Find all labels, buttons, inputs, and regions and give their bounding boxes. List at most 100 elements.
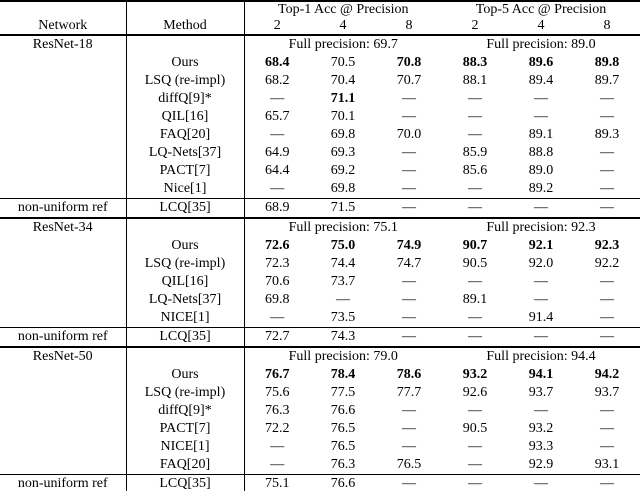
col-header-precision: 8 xyxy=(574,18,640,36)
col-header-network: Network xyxy=(0,18,126,36)
value-cell: 90.5 xyxy=(462,421,488,436)
value-cell: — xyxy=(243,90,310,108)
value-cell: 92.1 xyxy=(528,238,554,253)
header-row: Network Method 2 4 8 2 4 8 xyxy=(0,18,640,36)
value-cell: — xyxy=(508,198,575,219)
full-precision-top1: Full precision: 75.1 xyxy=(243,218,443,237)
value-cell: 89.7 xyxy=(594,73,620,88)
value-cell: 94.1 xyxy=(528,367,554,382)
method-cell: LSQ (re-impl) xyxy=(125,255,244,273)
network-cell xyxy=(0,108,126,126)
value-cell: 91.4 xyxy=(528,310,554,325)
value-cell: — xyxy=(600,403,615,418)
method-row: LSQ (re-impl) 75.6 77.5 77.7 92.6 93.7 93.7 xyxy=(0,384,640,402)
value-cell: 89.3 xyxy=(594,127,620,142)
col-header-precision: 2 xyxy=(243,18,310,36)
value-cell: — xyxy=(600,109,615,124)
method-cell: Nice[1] xyxy=(125,180,244,199)
value-cell: — xyxy=(402,91,417,106)
network-cell: ResNet-34 xyxy=(32,220,93,235)
full-precision-top1: Full precision: 69.7 xyxy=(243,35,443,54)
value-cell: 76.3 xyxy=(243,402,310,420)
value-cell: 89.2 xyxy=(528,181,554,196)
value-cell: 69.8 xyxy=(330,127,356,142)
network-cell xyxy=(0,255,126,273)
value-cell: 92.2 xyxy=(594,256,620,271)
value-cell: 92.9 xyxy=(528,457,554,472)
method-row: diffQ[9]* —71.1— — — — xyxy=(0,90,640,108)
value-cell: 90.5 xyxy=(462,256,488,271)
non-uniform-ref-row: non-uniform ref LCQ[35] 72.7 74.3— — — — xyxy=(0,327,640,348)
full-precision-row: ResNet-50 Full precision: 79.0 Full precis… xyxy=(0,347,640,366)
value-cell: — xyxy=(574,198,640,219)
value-cell: — xyxy=(600,292,615,307)
value-cell: 93.1 xyxy=(594,457,620,472)
value-cell: 77.7 xyxy=(396,385,422,400)
value-cell: — xyxy=(600,163,615,178)
value-cell: 74.7 xyxy=(396,256,422,271)
network-cell xyxy=(0,180,126,199)
method-cell: LQ-Nets[37] xyxy=(125,144,244,162)
method-cell: PACT[7] xyxy=(125,420,244,438)
value-cell: 68.2 xyxy=(243,72,310,90)
network-cell xyxy=(0,309,126,328)
value-cell: — xyxy=(600,439,615,454)
value-cell: 69.8 xyxy=(330,181,356,196)
value-cell: — xyxy=(468,181,483,196)
method-cell: NICE[1] xyxy=(125,438,244,456)
method-row: LSQ (re-impl) 68.2 70.4 70.7 88.1 89.4 89.7 xyxy=(0,72,640,90)
value-cell: — xyxy=(468,310,483,325)
value-cell: — xyxy=(402,145,417,160)
method-cell: FAQ[20] xyxy=(125,126,244,144)
value-cell: 77.5 xyxy=(330,385,356,400)
value-cell: 89.1 xyxy=(462,292,488,307)
network-cell: non-uniform ref xyxy=(0,327,126,348)
network-cell xyxy=(0,72,126,90)
full-precision-top5: Full precision: 92.3 xyxy=(486,220,596,235)
network-cell: ResNet-50 xyxy=(32,349,93,364)
method-row: Ours 68.4 70.5 70.8 88.3 89.6 89.8 xyxy=(0,54,640,72)
value-cell: — xyxy=(508,474,575,491)
method-row: QIL[16] 70.6 73.7 — — — — xyxy=(0,273,640,291)
method-cell: QIL[16] xyxy=(125,108,244,126)
method-row: FAQ[20] —76.3 76.5—92.9 93.1 xyxy=(0,456,640,475)
value-cell: — xyxy=(468,127,483,142)
full-precision-row: ResNet-18 Full precision: 69.7 Full precis… xyxy=(0,35,640,54)
value-cell: 69.8 xyxy=(243,291,310,309)
method-row: LQ-Nets[37] 64.9 69.3 — 85.9 88.8 — xyxy=(0,144,640,162)
col-group-top5: Top-5 Acc @ Precision xyxy=(475,2,607,17)
method-cell: NICE[1] xyxy=(125,309,244,328)
value-cell: 93.2 xyxy=(462,367,488,382)
network-cell: non-uniform ref xyxy=(0,198,126,219)
value-cell: — xyxy=(376,327,443,348)
value-cell: 93.7 xyxy=(528,385,554,400)
value-cell: — xyxy=(468,91,483,106)
value-cell: 75.1 xyxy=(243,474,310,491)
value-cell: 72.2 xyxy=(243,420,310,438)
value-cell: — xyxy=(402,403,417,418)
value-cell: 76.5 xyxy=(396,457,422,472)
value-cell: 70.5 xyxy=(330,55,356,70)
value-cell: 74.9 xyxy=(396,238,422,253)
value-cell: 90.7 xyxy=(462,238,488,253)
value-cell: — xyxy=(243,309,310,328)
header-spacer-method xyxy=(125,1,244,18)
method-row: FAQ[20] —69.8 70.0—89.1 89.3 xyxy=(0,126,640,144)
value-cell: — xyxy=(243,456,310,475)
value-cell: 74.4 xyxy=(330,256,356,271)
value-cell: 68.4 xyxy=(243,54,310,72)
method-cell xyxy=(125,35,244,54)
value-cell: — xyxy=(574,327,640,348)
value-cell: 75.6 xyxy=(243,384,310,402)
value-cell: — xyxy=(442,198,509,219)
method-cell: QIL[16] xyxy=(125,273,244,291)
non-uniform-ref-row: non-uniform ref LCQ[35] 75.1 76.6— — — — xyxy=(0,474,640,491)
value-cell: 76.5 xyxy=(330,439,356,454)
header-spacer-network xyxy=(0,1,126,18)
value-cell: 69.2 xyxy=(330,163,356,178)
col-header-precision: 8 xyxy=(376,18,443,36)
value-cell: 70.8 xyxy=(396,55,422,70)
network-cell xyxy=(0,54,126,72)
network-cell xyxy=(0,456,126,475)
value-cell: 94.2 xyxy=(594,367,620,382)
